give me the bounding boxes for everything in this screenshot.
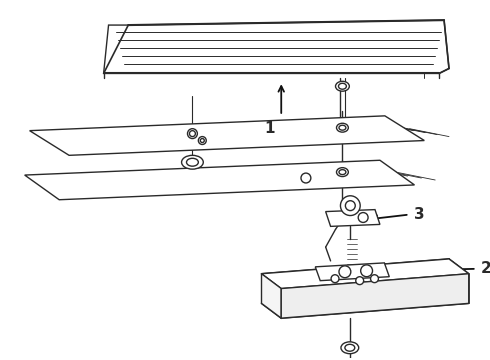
Ellipse shape bbox=[182, 155, 203, 169]
Text: 1: 1 bbox=[264, 121, 275, 136]
Polygon shape bbox=[24, 160, 415, 200]
Circle shape bbox=[356, 277, 364, 285]
Polygon shape bbox=[262, 259, 469, 289]
Polygon shape bbox=[315, 263, 389, 281]
Circle shape bbox=[341, 196, 360, 216]
Circle shape bbox=[301, 173, 311, 183]
Ellipse shape bbox=[339, 170, 346, 175]
Ellipse shape bbox=[345, 344, 355, 351]
Circle shape bbox=[345, 201, 355, 211]
Text: 3: 3 bbox=[414, 207, 425, 222]
Polygon shape bbox=[29, 116, 424, 155]
Circle shape bbox=[339, 266, 351, 278]
Polygon shape bbox=[326, 210, 380, 226]
Circle shape bbox=[370, 275, 378, 283]
Text: 2: 2 bbox=[481, 261, 490, 276]
Circle shape bbox=[188, 129, 197, 139]
Polygon shape bbox=[281, 274, 469, 318]
Ellipse shape bbox=[341, 342, 359, 354]
Ellipse shape bbox=[339, 83, 346, 89]
Ellipse shape bbox=[339, 125, 346, 130]
Circle shape bbox=[361, 265, 372, 277]
Ellipse shape bbox=[336, 81, 349, 91]
Circle shape bbox=[190, 131, 196, 136]
Polygon shape bbox=[103, 20, 449, 73]
Circle shape bbox=[198, 136, 206, 144]
Ellipse shape bbox=[337, 123, 348, 132]
Circle shape bbox=[200, 139, 204, 143]
Circle shape bbox=[358, 212, 368, 222]
Polygon shape bbox=[262, 274, 281, 318]
Ellipse shape bbox=[187, 158, 198, 166]
Circle shape bbox=[331, 275, 339, 283]
Ellipse shape bbox=[337, 168, 348, 176]
